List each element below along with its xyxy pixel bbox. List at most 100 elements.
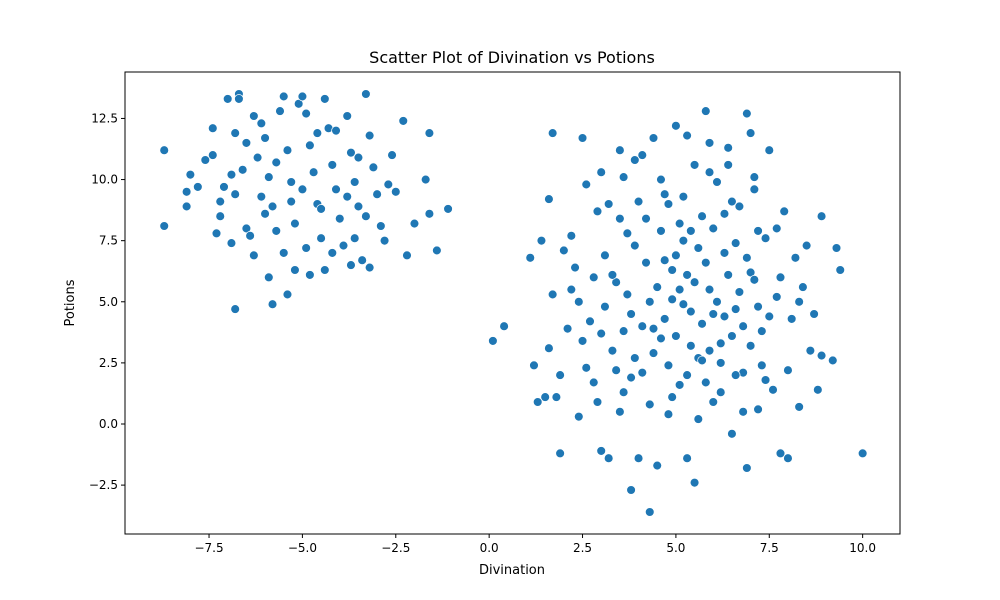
scatter-point [719, 248, 730, 258]
scatter-point [181, 187, 192, 197]
scatter-point [327, 248, 338, 258]
scatter-point [659, 255, 670, 265]
scatter-point [256, 118, 267, 129]
scatter-point [398, 116, 409, 126]
scatter-point [208, 123, 218, 133]
scatter-point [656, 333, 666, 344]
scatter-point [387, 150, 397, 160]
scatter-point [656, 226, 666, 236]
scatter-point [633, 196, 644, 207]
y-axis-label: Potions [63, 279, 78, 326]
scatter-point [701, 106, 711, 116]
plot-area-frame [124, 71, 901, 535]
scatter-point [312, 128, 323, 138]
scatter-point [663, 360, 674, 371]
scatter-point [234, 94, 244, 104]
scatter-point [603, 453, 614, 463]
scatter-point [622, 289, 633, 300]
scatter-point [555, 370, 565, 380]
scatter-point [712, 297, 722, 307]
scatter-point [659, 189, 670, 199]
scatter-point [320, 94, 330, 104]
scatter-point [342, 111, 352, 121]
scatter-point [689, 477, 700, 488]
x-tick-label: 2.5 [573, 541, 592, 555]
scatter-point [749, 172, 760, 182]
scatter-point [831, 243, 842, 253]
scatter-point [727, 429, 737, 439]
scatter-point [226, 169, 237, 180]
scatter-point [742, 463, 752, 473]
scatter-point [211, 228, 222, 239]
x-tick-label: 0.0 [480, 541, 499, 555]
scatter-point [278, 248, 289, 258]
scatter-point [525, 253, 535, 263]
scatter-point [222, 94, 233, 104]
scatter-point [245, 231, 255, 241]
scatter-point [611, 365, 621, 375]
scatter-point [241, 138, 252, 148]
scatter-point [686, 341, 696, 351]
scatter-point [667, 294, 677, 305]
scatter-point [544, 194, 554, 204]
scatter-point [432, 245, 442, 256]
scatter-point [256, 191, 267, 202]
scatter-point [738, 321, 748, 331]
scatter-point [693, 243, 704, 253]
chart-title: Scatter Plot of Divination vs Potions [369, 48, 655, 67]
scatter-point [282, 289, 293, 300]
scatter-point [402, 250, 412, 261]
scatter-point [249, 111, 259, 121]
scatter-point [264, 272, 274, 283]
scatter-point [596, 328, 606, 339]
scatter-point [771, 292, 782, 302]
scatter-point [353, 201, 364, 212]
scatter-point [749, 184, 760, 195]
scatter-point [267, 299, 278, 309]
scatter-point [297, 184, 308, 195]
x-tick-label: 5.0 [666, 541, 685, 555]
scatter-point [544, 343, 554, 353]
scatter-point [645, 399, 655, 410]
scatter-point [305, 140, 315, 151]
scatter-point [308, 167, 319, 177]
scatter-point [704, 345, 715, 356]
scatter-point [252, 152, 263, 163]
scatter-point [678, 235, 689, 246]
scatter-point [364, 130, 375, 141]
scatter-point [361, 89, 371, 99]
scatter-point [633, 453, 644, 463]
scatter-point [704, 284, 715, 295]
scatter-point [286, 177, 296, 187]
scatter-point [364, 262, 375, 273]
scatter-point [783, 453, 793, 463]
scatter-point [645, 297, 655, 307]
scatter-point [738, 407, 748, 417]
scatter-point [316, 233, 326, 243]
x-tick-label: 10.0 [849, 541, 876, 555]
scatter-point [181, 201, 192, 212]
scatter-point [618, 326, 629, 336]
scatter-point [383, 179, 394, 190]
scatter-point [667, 265, 677, 275]
scatter-point [656, 174, 666, 185]
scatter-point [230, 189, 240, 199]
scatter-point [671, 331, 681, 341]
scatter-point [581, 363, 592, 373]
scatter-point [794, 297, 804, 307]
scatter-point [200, 155, 211, 165]
scatter-point [734, 201, 745, 212]
scatter-point [857, 448, 868, 459]
scatter-point [618, 172, 629, 182]
scatter-point [648, 323, 659, 334]
scatter-point [652, 282, 662, 292]
scatter-point [320, 265, 330, 275]
scatter-point [816, 350, 827, 361]
scatter-point [260, 209, 270, 219]
scatter-point [719, 311, 730, 322]
scatter-point [671, 250, 681, 261]
scatter-point [790, 253, 801, 263]
scatter-point [723, 270, 733, 280]
scatter-point [249, 250, 259, 261]
scatter-point [715, 387, 726, 397]
